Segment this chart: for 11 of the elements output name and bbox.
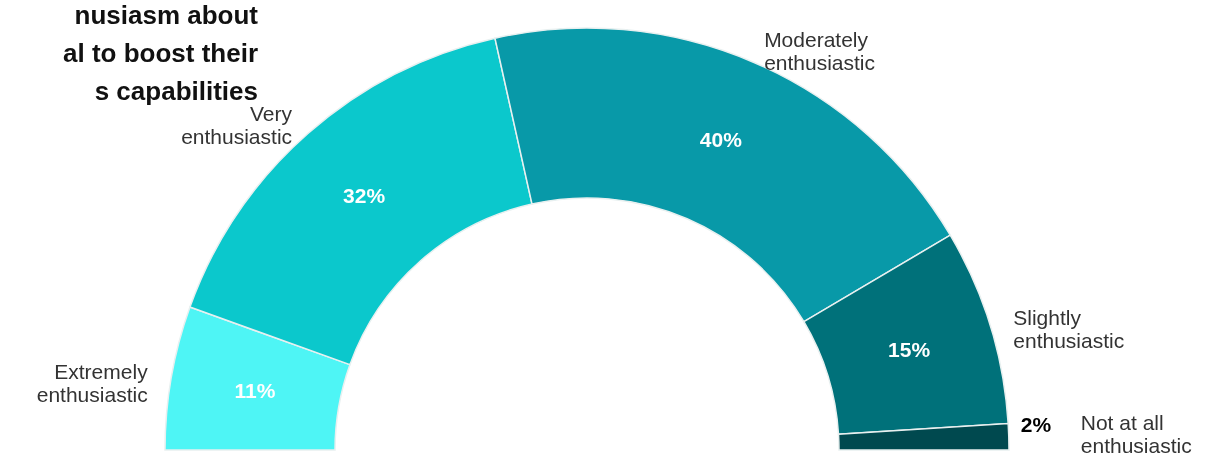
- slice-label: Slightly enthusiastic: [1013, 305, 1125, 352]
- data-label: 11%: [234, 379, 276, 403]
- slice-label: Moderately enthusiastic: [764, 27, 876, 74]
- slice-label: Extremely enthusiastic: [36, 360, 149, 407]
- text: al to boost their: [63, 38, 258, 68]
- data-label: 40%: [699, 127, 743, 151]
- slice-label: Not at all enthusiastic: [1080, 410, 1192, 457]
- text: nusiasm about: [74, 0, 258, 30]
- data-label: 15%: [888, 337, 931, 361]
- data-label: 2%: [1020, 413, 1052, 437]
- data-label: 32%: [343, 184, 386, 208]
